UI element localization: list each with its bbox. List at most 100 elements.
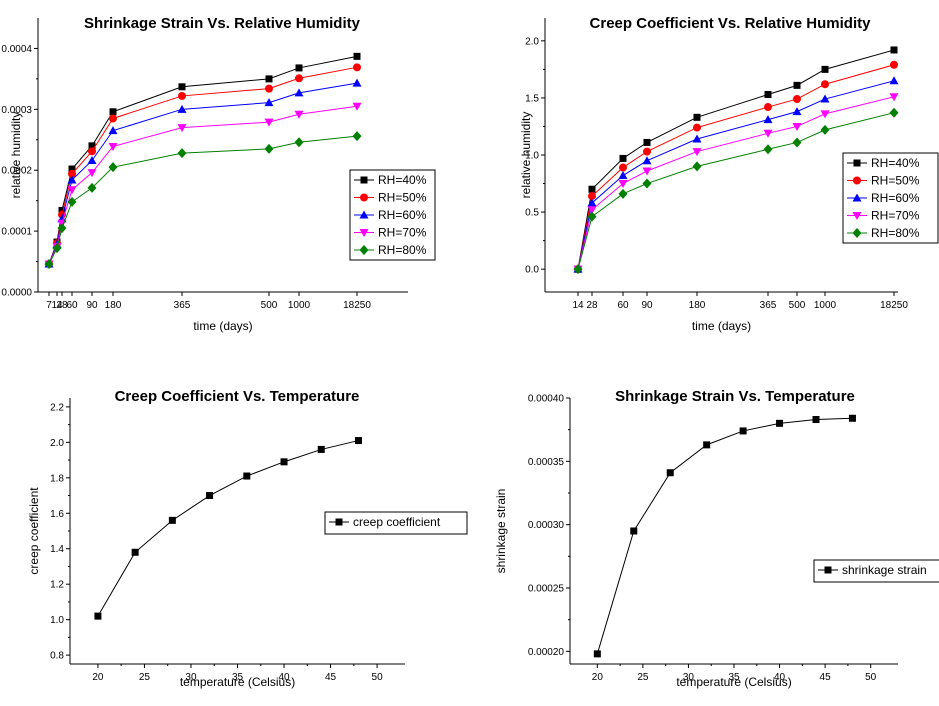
series-2	[45, 63, 361, 268]
data-point	[108, 126, 118, 135]
data-point	[353, 52, 361, 60]
legend-marker	[853, 159, 861, 167]
legend: shrinkage strain	[813, 559, 939, 583]
x-tick-label: 60	[617, 300, 629, 311]
data-point	[820, 94, 830, 103]
series-line	[48, 66, 358, 265]
data-point	[890, 60, 898, 69]
data-point	[57, 223, 67, 234]
legend-marker	[852, 193, 862, 202]
data-point	[588, 192, 596, 201]
data-point	[94, 612, 102, 620]
x-tick-label: 1000	[288, 300, 311, 311]
data-point	[619, 163, 627, 172]
y-tick-label: 0.0001	[1, 227, 32, 238]
x-tick-label: 500	[789, 300, 806, 311]
x-tick-label: 45	[820, 672, 832, 683]
x-tick-label: 28	[56, 300, 68, 311]
x-tick-label: 40	[774, 672, 786, 683]
data-point	[68, 169, 76, 178]
data-point	[643, 138, 651, 146]
data-point	[642, 178, 652, 189]
data-point	[693, 123, 701, 132]
y-tick-label: 1.8	[50, 473, 64, 484]
data-point	[573, 264, 583, 275]
data-point	[352, 131, 362, 142]
series-line	[48, 135, 358, 265]
data-point	[295, 74, 303, 83]
data-point	[642, 156, 652, 165]
data-point	[352, 78, 362, 87]
data-point	[848, 414, 856, 422]
data-point	[294, 110, 304, 119]
data-point	[889, 93, 899, 102]
data-point	[763, 144, 773, 155]
y-tick-label: 0.00030	[528, 520, 565, 531]
data-point	[618, 188, 628, 199]
y-tick-label: 0.8	[50, 651, 64, 662]
y-tick-label: 1.0	[50, 615, 64, 626]
y-tick-label: 2.0	[525, 36, 539, 47]
series-5	[573, 107, 899, 275]
x-tick-label: 30	[185, 672, 197, 683]
legend-marker	[824, 566, 832, 574]
legend-marker	[360, 176, 368, 184]
series-line	[97, 440, 359, 617]
data-point	[792, 122, 802, 131]
data-point	[792, 137, 802, 148]
y-tick-label: 2.2	[50, 402, 64, 413]
x-tick-label: 40	[278, 672, 290, 683]
y-tick-label: 0.00020	[528, 647, 565, 658]
data-point	[618, 180, 628, 189]
data-point	[739, 427, 747, 435]
legend-label: RH=80%	[871, 226, 920, 240]
chart-title: Shrinkage Strain Vs. Relative Humidity	[84, 15, 361, 32]
x-tick-label: 20	[592, 672, 604, 683]
data-point	[67, 175, 77, 184]
data-point	[763, 129, 773, 138]
series-3	[573, 76, 899, 273]
data-point	[692, 148, 702, 157]
x-tick-label: 50	[865, 672, 877, 683]
x-tick-label: 7	[46, 300, 52, 311]
data-point	[264, 118, 274, 127]
x-tick-label: 90	[641, 300, 653, 311]
legend-marker	[852, 228, 862, 238]
y-axis-label: shrinkage strain	[494, 489, 508, 574]
data-point	[692, 161, 702, 172]
data-point	[593, 650, 601, 658]
chart-title: Creep Coefficient Vs. Relative Humidity	[590, 15, 872, 32]
legend-marker	[335, 518, 343, 526]
y-tick-label: 1.2	[50, 580, 64, 591]
data-point	[618, 171, 628, 180]
legend-label: RH=40%	[378, 173, 427, 187]
data-point	[177, 148, 187, 159]
x-tick-label: 1000	[814, 300, 837, 311]
data-point	[178, 91, 186, 100]
legend-marker	[359, 245, 369, 255]
chart-panel-4: Shrinkage Strain Vs. Temperature 0.00020 0…	[494, 388, 939, 689]
data-point	[812, 416, 820, 424]
data-point	[206, 492, 214, 500]
data-point	[68, 165, 76, 173]
data-point	[889, 76, 899, 85]
series-1	[593, 414, 856, 658]
data-point	[294, 88, 304, 97]
data-point	[643, 147, 651, 156]
x-tick-label: 18250	[343, 300, 371, 311]
data-point	[88, 147, 96, 156]
legend-marker	[360, 193, 368, 202]
x-tick-label: 18250	[880, 300, 908, 311]
data-point	[178, 83, 186, 91]
x-tick-label: 25	[637, 672, 649, 683]
data-point	[764, 90, 772, 98]
data-point	[666, 469, 674, 477]
data-point	[820, 110, 830, 119]
data-point	[67, 196, 77, 207]
legend-box	[813, 559, 939, 583]
legend-label: RH=60%	[378, 208, 427, 222]
legend: RH=40% RH=50% RH=60% RH=70% RH=80%	[349, 169, 436, 261]
data-point	[703, 441, 711, 449]
x-tick-label: 28	[586, 300, 598, 311]
legend-label: creep coefficient	[353, 515, 441, 529]
